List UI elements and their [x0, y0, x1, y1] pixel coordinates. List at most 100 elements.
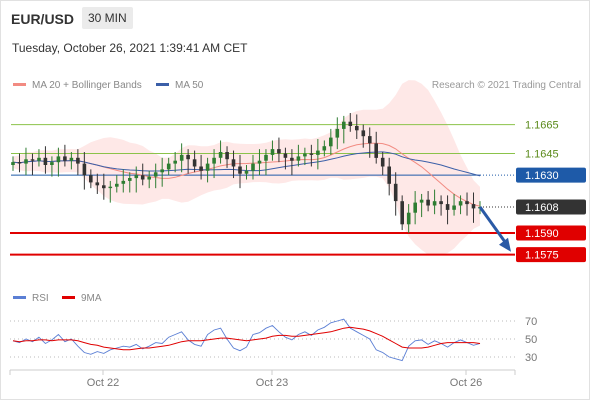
candle-body	[471, 204, 476, 209]
candle-body	[153, 172, 158, 177]
candle-body	[400, 201, 404, 225]
candle-body	[316, 150, 320, 155]
level-label-0: 1.1665	[525, 120, 559, 132]
candle-body	[335, 128, 340, 138]
candle-body	[128, 178, 132, 181]
candlesticks	[11, 113, 482, 233]
candle-body	[355, 126, 359, 131]
candle-body	[199, 166, 203, 171]
legend-ma9: 9MA	[62, 293, 102, 304]
candle-body	[17, 162, 22, 164]
candle-body	[426, 199, 430, 206]
candle-body	[439, 201, 443, 205]
legend-ma20-label: MA 20 + Bollinger Bands	[32, 80, 142, 91]
candle-body	[380, 157, 385, 167]
legend-ma50: MA 50	[156, 80, 203, 91]
candle-body	[257, 160, 262, 164]
candle-body	[348, 121, 353, 126]
candle-body	[89, 175, 93, 183]
level-label-4: 1.1590	[525, 228, 559, 240]
legend-rsi-label: RSI	[32, 293, 49, 304]
datetime-label: Tuesday, October 26, 2021 1:39:41 AM CET	[12, 41, 248, 55]
candle-body	[24, 159, 28, 164]
candle-body	[270, 149, 275, 155]
timeframe-badge[interactable]: 30 MIN	[82, 7, 133, 29]
projection-line	[478, 206, 509, 246]
candle-body	[69, 157, 74, 161]
candle-body	[329, 137, 333, 147]
projection-arrow	[478, 206, 511, 252]
candle-body	[134, 175, 139, 179]
candle-body	[147, 176, 151, 180]
candle-body	[225, 152, 229, 160]
candle-body	[160, 169, 164, 173]
projection-arrowhead-icon	[499, 237, 511, 252]
candle-body	[37, 157, 41, 161]
candle-body	[387, 166, 391, 184]
candle-body	[277, 149, 281, 154]
candle-body	[50, 162, 54, 165]
legend-rsi: RSI	[13, 293, 49, 304]
rsi-level-label-0: 70	[525, 316, 537, 328]
ma50-swatch-icon	[156, 82, 169, 86]
candle-body	[11, 162, 15, 165]
candle-body	[43, 157, 48, 165]
level-label-bg-2	[516, 167, 586, 183]
candle-body	[121, 180, 126, 184]
candle-body	[368, 136, 372, 144]
level-label-1: 1.1645	[525, 148, 559, 160]
level-label-bg-5	[516, 247, 586, 263]
symbol-title: EUR/USD	[11, 11, 75, 27]
candle-body	[231, 159, 236, 167]
candle-body	[251, 163, 255, 171]
level-label-2: 1.1630	[525, 170, 559, 182]
candle-body	[179, 154, 184, 161]
candle-body	[361, 130, 366, 137]
candle-body	[445, 204, 450, 210]
candle-body	[82, 163, 87, 176]
candle-body	[205, 163, 210, 171]
candle-body	[322, 146, 327, 151]
rsi-line	[12, 318, 481, 362]
level-label-bg-3	[516, 199, 586, 215]
candle-body	[465, 201, 469, 205]
candle-body	[102, 185, 106, 189]
price-levels	[10, 124, 515, 256]
candle-body	[296, 156, 301, 161]
candle-body	[166, 163, 171, 170]
rsi-ma9-line	[12, 326, 481, 351]
level-labels: 1.1665 1.1645 1.1630 1.1608 1.1590 1.1575	[516, 120, 586, 263]
level-label-bg-4	[516, 225, 586, 241]
candle-body	[432, 201, 437, 206]
rsi-swatch-icon	[13, 295, 26, 299]
candle-body	[393, 183, 398, 202]
rsi-level-label-2: 30	[525, 352, 537, 364]
candle-body	[115, 183, 119, 187]
candle-body	[342, 121, 346, 129]
candle-body	[238, 166, 242, 174]
candle-body	[290, 157, 294, 161]
candle-body	[458, 201, 463, 206]
candle-body	[173, 160, 177, 164]
x-tick-label-1: Oct 23	[256, 377, 288, 389]
x-tick-label-0: Oct 22	[87, 377, 119, 389]
candle-body	[186, 154, 190, 160]
ma9-swatch-icon	[62, 295, 75, 299]
x-tick-label-2: Oct 26	[450, 377, 482, 389]
candle-body	[283, 153, 288, 158]
candle-body	[419, 199, 424, 203]
candle-body	[30, 159, 35, 161]
rsi-level-label-1: 50	[525, 334, 537, 346]
level-label-5: 1.1575	[525, 250, 559, 262]
candle-body	[303, 153, 307, 157]
legend-ma9-label: 9MA	[81, 293, 102, 304]
candle-body	[76, 157, 80, 164]
candle-body	[218, 152, 223, 158]
candle-body	[406, 212, 411, 225]
candle-body	[140, 175, 145, 180]
candle-body	[56, 156, 61, 163]
candle-body	[309, 153, 314, 155]
candle-body	[192, 159, 197, 167]
level-label-3: 1.1608	[525, 202, 559, 214]
